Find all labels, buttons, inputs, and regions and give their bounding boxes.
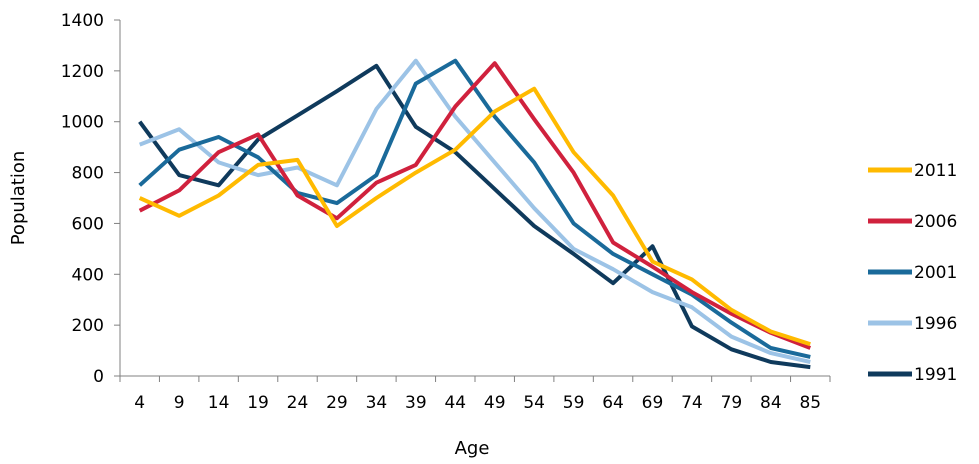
x-axis-title: Age xyxy=(455,438,490,459)
y-tick-label: 600 xyxy=(72,214,104,234)
y-tick-label: 0 xyxy=(93,367,104,387)
x-tick-label: 64 xyxy=(602,393,624,413)
x-tick-label: 34 xyxy=(366,393,388,413)
x-tick-label: 74 xyxy=(681,393,703,413)
y-axis-title: Population xyxy=(8,151,29,246)
series-line-1996 xyxy=(138,58,811,364)
x-tick-label: 9 xyxy=(174,393,185,413)
legend: 2011 2006 2001 1996 1991 xyxy=(868,161,957,385)
legend-label-1996: 1996 xyxy=(914,314,957,334)
x-tick-label: 49 xyxy=(484,393,506,413)
y-tick-label: 800 xyxy=(72,164,104,184)
series-lines xyxy=(138,58,812,370)
legend-label-2006: 2006 xyxy=(914,212,957,232)
x-tick-label: 39 xyxy=(405,393,427,413)
y-tick-label: 1200 xyxy=(61,62,104,82)
x-tick-label: 44 xyxy=(444,393,466,413)
y-tick-label: 200 xyxy=(72,316,104,336)
y-tick-label: 1000 xyxy=(61,113,104,133)
x-tick-label: 14 xyxy=(208,393,230,413)
x-tick-label: 85 xyxy=(799,393,821,413)
x-tick-label: 79 xyxy=(721,393,743,413)
legend-label-1991: 1991 xyxy=(914,365,957,385)
series-line-1991 xyxy=(138,63,811,370)
legend-label-2001: 2001 xyxy=(914,263,957,283)
x-tick-label: 29 xyxy=(326,393,348,413)
series-line-2001 xyxy=(138,58,811,359)
y-tick-label: 1400 xyxy=(61,11,104,31)
x-tick-label: 59 xyxy=(563,393,585,413)
x-tick-label: 4 xyxy=(134,393,145,413)
series-line-2006 xyxy=(138,61,812,350)
x-tick-label: 84 xyxy=(760,393,782,413)
series-line-2011 xyxy=(138,86,811,347)
y-tick-label: 400 xyxy=(72,265,104,285)
x-tick-label: 54 xyxy=(523,393,545,413)
x-tick-label: 24 xyxy=(287,393,309,413)
x-tick-label: 69 xyxy=(642,393,664,413)
legend-label-2011: 2011 xyxy=(914,161,957,181)
x-tick-label: 19 xyxy=(247,393,269,413)
